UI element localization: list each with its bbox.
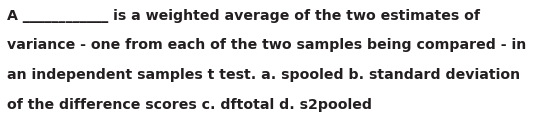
Text: of the difference scores c. dftotal d. s2pooled: of the difference scores c. dftotal d. s…	[7, 98, 372, 112]
Text: an independent samples t test. a. spooled b. standard deviation: an independent samples t test. a. spoole…	[7, 68, 521, 82]
Text: A ____________ is a weighted average of the two estimates of: A ____________ is a weighted average of …	[7, 9, 480, 23]
Text: variance - one from each of the two samples being compared - in: variance - one from each of the two samp…	[7, 38, 527, 52]
